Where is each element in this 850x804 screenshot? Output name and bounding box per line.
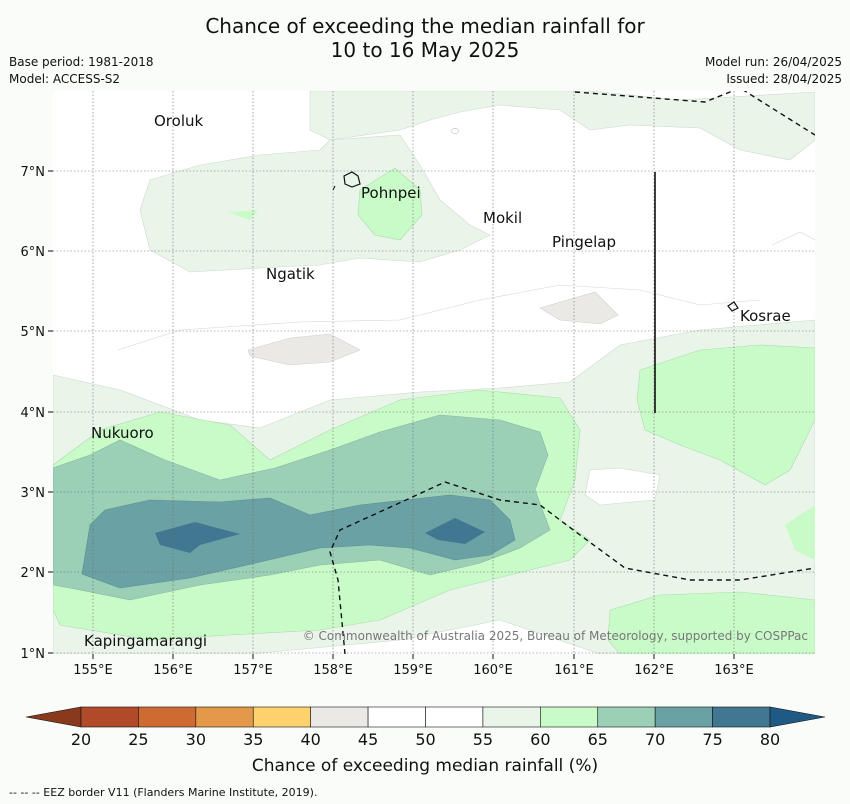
lat-label: 7°N: [21, 165, 46, 180]
lon-label: 160°E: [473, 663, 513, 678]
place-kapingamarangi: Kapingamarangi: [84, 632, 207, 650]
contour-75-east: [425, 518, 485, 544]
issued-date: Issued: 28/04/2025: [726, 72, 842, 86]
colorbar-segment: [367, 706, 426, 728]
lat-label: 3°N: [21, 486, 46, 501]
colorbar-segment: [425, 706, 484, 728]
lat-label: 6°N: [21, 245, 46, 260]
place-pingelap: Pingelap: [552, 233, 616, 251]
place-mokil: Mokil: [483, 209, 522, 227]
colorbar-tick-label: 80: [760, 730, 780, 749]
lon-label: 158°E: [313, 663, 353, 678]
colorbar-segment: [310, 706, 369, 728]
gridlines: [53, 91, 815, 654]
lon-label: 162°E: [634, 663, 674, 678]
isle-patch: [450, 128, 460, 134]
colorbar-segment: [482, 706, 541, 728]
colorbar: 20 25 30 35 40 45 50 55 60 65 70 75 80: [25, 706, 826, 749]
colorbar-tick-label: 35: [243, 730, 263, 749]
meta-right: Model run: 26/04/2025 Issued: 28/04/2025: [705, 54, 842, 88]
copyright-notice: © Commonwealth of Australia 2025, Bureau…: [303, 629, 808, 643]
colorbar-tick-label: 40: [300, 730, 320, 749]
contour-70: [81, 494, 516, 589]
lon-label: 161°E: [554, 663, 594, 678]
colorbar-over-arrow: [769, 706, 826, 728]
title-line-2: 10 to 16 May 2025: [330, 38, 520, 62]
place-kosrae: Kosrae: [740, 307, 791, 325]
contour-55-pohnpei: [139, 134, 491, 273]
contour-75-west: [155, 522, 240, 553]
lon-label: 156°E: [153, 663, 193, 678]
model-name: Model: ACCESS-S2: [9, 72, 121, 86]
contour-line-50: [117, 284, 761, 351]
colorbar-segment: [597, 706, 656, 728]
colorbar-tick-label: 70: [645, 730, 665, 749]
base-period: Base period: 1981-2018: [9, 55, 154, 69]
colorbar-segment: [138, 706, 197, 728]
place-nukuoro: Nukuoro: [91, 424, 154, 442]
colorbar-tick-label: 25: [128, 730, 148, 749]
contour-55-top: [309, 91, 815, 161]
lon-label: 157°E: [233, 663, 273, 678]
lon-label: 155°E: [73, 663, 113, 678]
colorbar-segment: [654, 706, 713, 728]
lat-label: 5°N: [21, 325, 46, 340]
kosrae-island: [727, 301, 739, 312]
contour-40-west: [247, 333, 361, 366]
colorbar-tick-label: 45: [358, 730, 378, 749]
colorbar-segment: [252, 706, 311, 728]
colorbar-label: Chance of exceeding median rainfall (%): [251, 756, 599, 776]
contour-60-east: [636, 344, 815, 486]
colorbar-segment: [80, 706, 139, 728]
contour-fill-layer: [53, 91, 815, 654]
contour-line-small: [771, 231, 815, 246]
pohnpei-island: [343, 171, 361, 188]
contour-40-east: [539, 291, 619, 325]
colorbar-tick-label: 20: [71, 730, 91, 749]
colorbar-tick-label: 75: [702, 730, 722, 749]
small-island: [332, 185, 336, 191]
place-pohnpei: Pohnpei: [361, 184, 421, 202]
place-oroluk: Oroluk: [154, 112, 203, 130]
lat-label: 1°N: [21, 647, 46, 662]
eez-border: [329, 91, 815, 654]
colorbar-segment: [195, 706, 254, 728]
title-line-1: Chance of exceeding the median rainfall …: [205, 14, 645, 38]
contour-60-southeast: [607, 591, 815, 654]
colorbar-tick-label: 60: [530, 730, 550, 749]
meta-left: Base period: 1981-2018 Model: ACCESS-S2: [9, 54, 154, 88]
colorbar-segment: [540, 706, 599, 728]
colorbar-tick-label: 30: [186, 730, 206, 749]
eez-footnote: -- -- -- EEZ border V11 (Flanders Marine…: [9, 786, 318, 799]
colorbar-tick-label: 65: [588, 730, 608, 749]
lon-label: 159°E: [393, 663, 433, 678]
contour-60-small: [228, 210, 258, 220]
model-run: Model run: 26/04/2025: [704, 55, 842, 69]
lon-label: 163°E: [714, 663, 754, 678]
colorbar-under-arrow: [25, 706, 82, 728]
colorbar-tick-label: 55: [473, 730, 493, 749]
contour-50-patch: [584, 467, 661, 506]
lat-label: 4°N: [21, 406, 46, 421]
colorbar-tick-label: 50: [415, 730, 435, 749]
map-title: Chance of exceeding the median rainfall …: [0, 14, 850, 62]
colorbar-segment: [712, 706, 771, 728]
place-ngatik: Ngatik: [266, 265, 315, 283]
contour-60-pohnpei: [357, 167, 423, 241]
contour-60-edge: [785, 505, 815, 560]
lat-label: 2°N: [21, 566, 46, 581]
